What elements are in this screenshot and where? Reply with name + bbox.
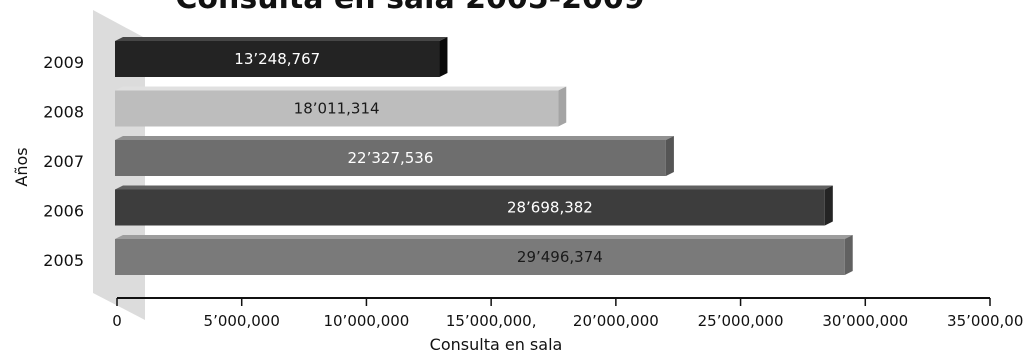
x-tick-label: 0 bbox=[112, 312, 122, 330]
bar-side-face bbox=[844, 235, 853, 275]
x-axis-label: Consulta en sala bbox=[430, 335, 563, 354]
chart-title: Consulta en sala 2005-2009 bbox=[175, 0, 644, 16]
x-tick-label: 30’000,000 bbox=[822, 312, 908, 330]
y-axis-label: Años bbox=[12, 147, 31, 186]
bar-2006 bbox=[115, 189, 825, 226]
bar-group-2005 bbox=[115, 235, 853, 275]
x-tick-label: 35’000,000 bbox=[947, 312, 1023, 330]
y-tick-labels: 2009 2008 2007 2006 2005 bbox=[43, 53, 84, 270]
x-tick-label: 5’000,000 bbox=[204, 312, 280, 330]
x-tick-label: 20’000,000 bbox=[573, 312, 659, 330]
bar-side-face bbox=[439, 37, 448, 77]
x-ticks: 0 5’000,000 10’000,000 15’000,000, 20’000,00… bbox=[112, 298, 1023, 330]
bar-side-face bbox=[558, 86, 567, 127]
y-tick-label: 2005 bbox=[43, 251, 84, 270]
x-tick-label: 25’000,000 bbox=[698, 312, 784, 330]
bar-group-2006 bbox=[115, 185, 833, 226]
bar-top-face bbox=[115, 86, 567, 91]
bar-2009 bbox=[115, 41, 440, 77]
bar-value-label: 13’248,767 bbox=[234, 50, 320, 68]
bar-value-label: 29’496,374 bbox=[517, 248, 603, 266]
x-tick-label: 15’000,000, bbox=[446, 312, 537, 330]
bar-side-face bbox=[824, 185, 833, 226]
bar-value-label: 22’327,536 bbox=[348, 149, 434, 167]
bar-2008 bbox=[115, 90, 559, 127]
y-tick-label: 2008 bbox=[43, 103, 84, 122]
bar-2007 bbox=[115, 140, 666, 176]
bar-top-face bbox=[115, 136, 674, 140]
bar-value-label: 28’698,382 bbox=[507, 199, 593, 217]
bar-top-face bbox=[115, 235, 853, 239]
bar-2005 bbox=[115, 239, 845, 275]
bar-group-2008 bbox=[115, 86, 567, 127]
bar-value-label: 18’011,314 bbox=[294, 100, 380, 118]
bar-group-2009 bbox=[115, 37, 448, 77]
y-tick-label: 2009 bbox=[43, 53, 84, 72]
bar-side-face bbox=[665, 136, 674, 176]
bar-group-2007 bbox=[115, 136, 674, 176]
bars-layer: 13’248,767 18’011,314 22’327,536 28’698,382… bbox=[115, 37, 853, 275]
y-tick-label: 2006 bbox=[43, 202, 84, 221]
bar-top-face bbox=[115, 37, 448, 41]
bar-top-face bbox=[115, 185, 833, 190]
x-tick-label: 10’000,000 bbox=[323, 312, 409, 330]
y-tick-label: 2007 bbox=[43, 152, 84, 171]
